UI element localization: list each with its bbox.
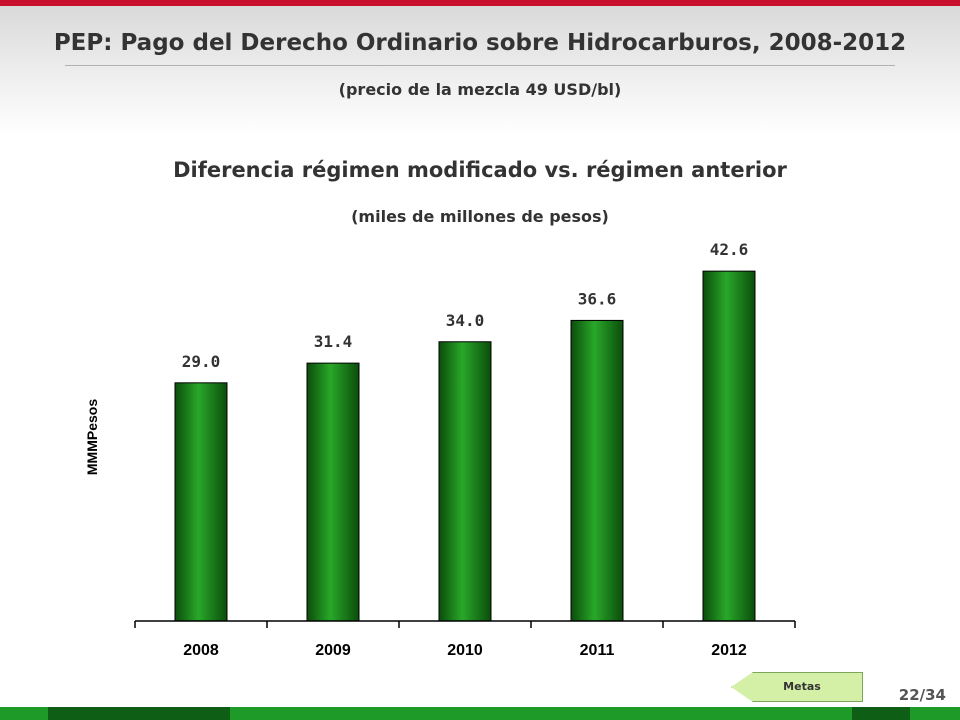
chart-title: Diferencia régimen modificado vs. régime… <box>173 158 787 182</box>
x-tick-label-2008: 2008 <box>183 642 219 659</box>
x-tick-label-2011: 2011 <box>580 642 615 659</box>
data-label-2009: 31.4 <box>314 332 353 351</box>
chart-subtitle: (miles de millones de pesos) <box>351 207 609 226</box>
bar-2009 <box>306 362 360 622</box>
x-tick-label-2012: 2012 <box>711 642 747 659</box>
metas-button[interactable]: Metas <box>731 672 863 702</box>
x-tick-label-2010: 2010 <box>447 642 483 659</box>
bar-2011 <box>570 319 624 622</box>
footer-bar <box>0 707 960 720</box>
footer-segment-dark <box>852 707 910 720</box>
data-label-2010: 34.0 <box>446 311 485 330</box>
bar-2012 <box>702 270 756 622</box>
metas-button-label: Metas <box>783 680 821 693</box>
header-background <box>0 6 960 136</box>
slide-subtitle: (precio de la mezcla 49 USD/bl) <box>338 80 622 99</box>
bar-2010 <box>438 341 492 622</box>
data-label-2011: 36.6 <box>578 289 617 308</box>
bar-2008 <box>174 382 228 622</box>
data-label-2008: 29.0 <box>182 352 221 371</box>
footer-segment-dark <box>48 707 230 720</box>
page-number: 22/34 <box>898 686 946 704</box>
slide-title: PEP: Pago del Derecho Ordinario sobre Hi… <box>53 30 907 56</box>
top-accent-bar <box>0 0 960 6</box>
data-label-2012: 42.6 <box>710 240 749 259</box>
x-tick-label-2009: 2009 <box>315 642 351 659</box>
title-divider <box>65 65 895 66</box>
